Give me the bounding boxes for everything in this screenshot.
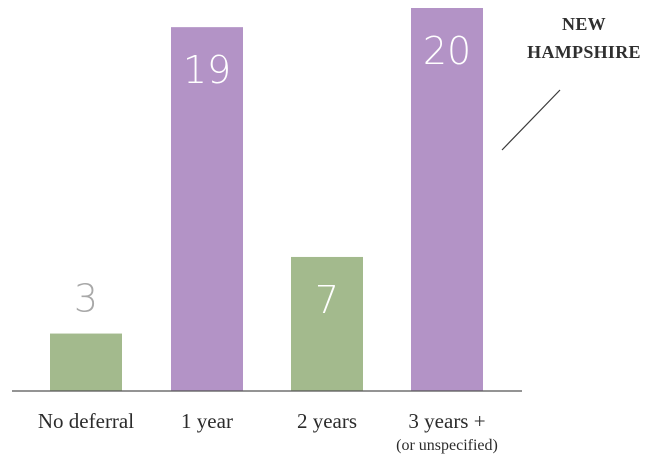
value-label-2: 7 xyxy=(315,278,339,322)
bar-1 xyxy=(171,27,243,392)
category-labels-group: No deferral 1 year 2 years 3 years + (or uns… xyxy=(38,409,498,454)
bar-0 xyxy=(50,333,122,391)
value-label-0: 3 xyxy=(74,277,98,321)
category-label-1: 1 year xyxy=(181,409,233,433)
category-sublabel-3: (or unspecified) xyxy=(396,437,498,454)
value-labels-group: 3 19 7 20 xyxy=(74,29,471,322)
value-label-1: 19 xyxy=(183,48,231,92)
category-label-0: No deferral xyxy=(38,409,134,433)
bar-3 xyxy=(411,8,483,391)
bars-group xyxy=(50,8,483,392)
annotation-leader-line xyxy=(501,89,561,151)
bar-2 xyxy=(291,256,363,391)
annotation-line-1: NEW xyxy=(562,14,606,34)
value-label-3: 20 xyxy=(423,29,471,73)
state-annotation: NEW HAMPSHIRE xyxy=(501,14,641,151)
annotation-line-2: HAMPSHIRE xyxy=(527,42,641,62)
category-label-2: 2 years xyxy=(297,409,357,433)
category-label-3: 3 years + xyxy=(408,409,485,433)
